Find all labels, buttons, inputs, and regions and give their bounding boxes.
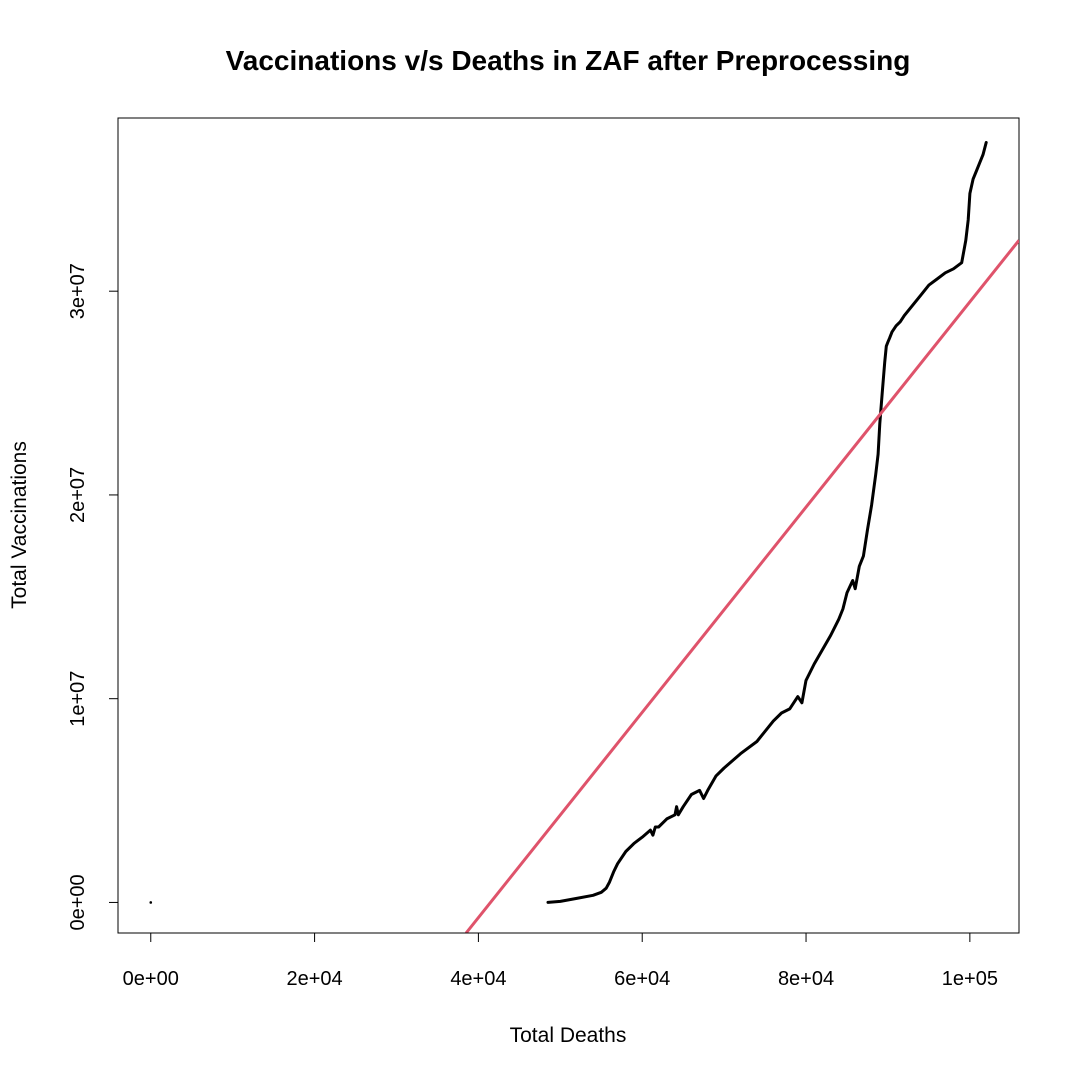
x-tick-label: 1e+05 xyxy=(942,968,998,990)
series-1 xyxy=(149,141,988,904)
series-1-isolated-point xyxy=(149,901,153,904)
y-axis-label: Total Vaccinations xyxy=(8,441,31,609)
x-tick-label: 4e+04 xyxy=(450,968,506,990)
x-axis-label: Total Deaths xyxy=(510,1024,627,1047)
x-tick-label: 0e+00 xyxy=(123,968,179,990)
x-tick-label: 6e+04 xyxy=(614,968,670,990)
y-tick-label: 3e+07 xyxy=(67,263,89,319)
series-2 xyxy=(464,239,1019,933)
y-tick-label: 0e+00 xyxy=(67,874,89,930)
x-axis: 0e+00 2e+04 4e+04 6e+04 8e+04 1e+05 xyxy=(123,932,998,990)
x-tick-label: 2e+04 xyxy=(286,968,342,990)
y-tick-label: 1e+07 xyxy=(67,671,89,727)
chart-title: Vaccinations v/s Deaths in ZAF after Pre… xyxy=(226,45,911,76)
x-tick-label: 8e+04 xyxy=(778,968,834,990)
series-1-line xyxy=(546,141,988,904)
y-tick-label: 2e+07 xyxy=(67,467,89,523)
series-layer xyxy=(149,141,1019,933)
y-axis: 0e+00 1e+07 2e+07 3e+07 xyxy=(67,263,119,931)
regression-line xyxy=(464,239,1019,933)
